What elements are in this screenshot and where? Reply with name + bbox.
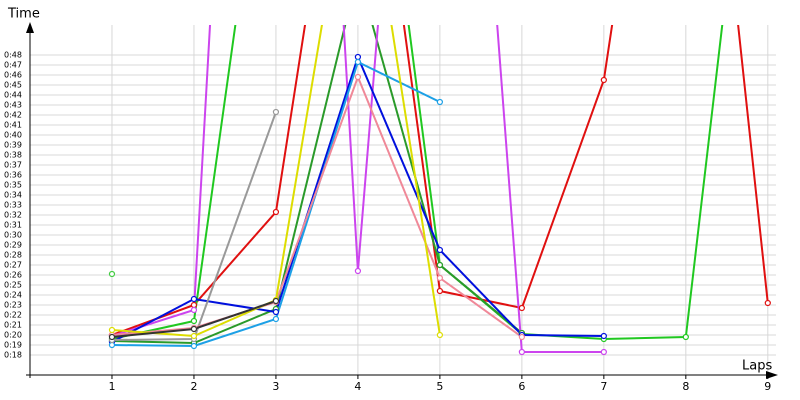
point <box>436 274 443 282</box>
y-tick-label: 0:30 <box>4 231 22 240</box>
y-tick-label: 0:34 <box>4 191 22 200</box>
grid <box>30 25 776 375</box>
y-tick-label: 0:32 <box>4 211 22 220</box>
y-tick-label: 0:27 <box>4 261 22 270</box>
y-tick-label: 0:41 <box>4 121 22 130</box>
y-tick-label: 0:20 <box>4 331 22 340</box>
y-axis-label: Time <box>7 7 40 22</box>
y-tick-label: 0:36 <box>4 171 22 180</box>
x-tick-label: 8 <box>682 380 689 393</box>
point <box>436 246 443 254</box>
x-tick-label: 7 <box>600 380 607 393</box>
point <box>272 108 280 116</box>
y-tick-label: 0:47 <box>4 61 22 70</box>
point <box>272 297 280 305</box>
x-tick-label: 9 <box>764 380 771 393</box>
point <box>354 58 362 66</box>
point <box>272 208 280 216</box>
x-axis-label: Laps <box>742 359 772 374</box>
y-tick-label: 0:25 <box>4 281 22 290</box>
point <box>272 315 280 323</box>
point <box>190 332 198 340</box>
point <box>190 301 198 309</box>
y-tick-label: 0:44 <box>4 91 22 100</box>
y-tick-label: 0:45 <box>4 81 22 90</box>
point <box>518 333 525 341</box>
point <box>436 331 443 339</box>
y-tick-label: 0:46 <box>4 71 22 80</box>
point <box>354 73 362 81</box>
plot-area <box>108 25 771 356</box>
point <box>190 317 198 325</box>
point <box>272 308 280 316</box>
point <box>518 304 525 312</box>
x-arrow <box>766 371 778 379</box>
point <box>764 299 771 307</box>
point <box>436 98 443 106</box>
point <box>190 325 198 333</box>
y-tick-label: 0:40 <box>4 131 22 140</box>
series-line <box>111 25 523 345</box>
y-tick-label: 0:31 <box>4 221 22 230</box>
y-tick-label: 0:33 <box>4 201 22 210</box>
point <box>108 341 116 349</box>
point <box>600 332 607 340</box>
point <box>190 295 198 303</box>
y-tick-label: 0:35 <box>4 181 22 190</box>
x-tick-label: 5 <box>436 380 443 393</box>
x-tick-label: 3 <box>272 380 279 393</box>
point <box>190 306 198 314</box>
point <box>190 342 198 350</box>
y-tick-label: 0:21 <box>4 321 22 330</box>
y-tick-label: 0:42 <box>4 111 22 120</box>
point <box>436 287 443 295</box>
point <box>354 267 362 275</box>
y-tick-label: 0:37 <box>4 161 22 170</box>
y-tick-label: 0:23 <box>4 301 22 310</box>
point <box>600 348 607 356</box>
point <box>436 261 443 269</box>
point <box>518 348 525 356</box>
point <box>108 270 116 278</box>
point <box>600 76 607 84</box>
y-tick-label: 0:18 <box>4 351 22 360</box>
x-tick-label: 2 <box>190 380 197 393</box>
x-tick-label: 6 <box>518 380 525 393</box>
x-tick-label: 1 <box>108 380 115 393</box>
point <box>108 326 116 334</box>
y-tick-label: 0:48 <box>4 51 22 60</box>
series-line <box>111 74 523 338</box>
y-tick-label: 0:24 <box>4 291 22 300</box>
y-tick-label: 0:43 <box>4 101 22 110</box>
y-tick-label: 0:29 <box>4 241 22 250</box>
y-tick-label: 0:26 <box>4 271 22 280</box>
point <box>682 333 689 341</box>
y-tick-label: 0:39 <box>4 141 22 150</box>
y-tick-label: 0:22 <box>4 311 22 320</box>
y-tick-label: 0:38 <box>4 151 22 160</box>
y-tick-label: 0:28 <box>4 251 22 260</box>
x-tick-label: 4 <box>354 380 361 393</box>
point <box>108 333 116 341</box>
y-tick-label: 0:19 <box>4 341 22 350</box>
point <box>354 53 362 61</box>
y-arrow <box>26 22 34 33</box>
